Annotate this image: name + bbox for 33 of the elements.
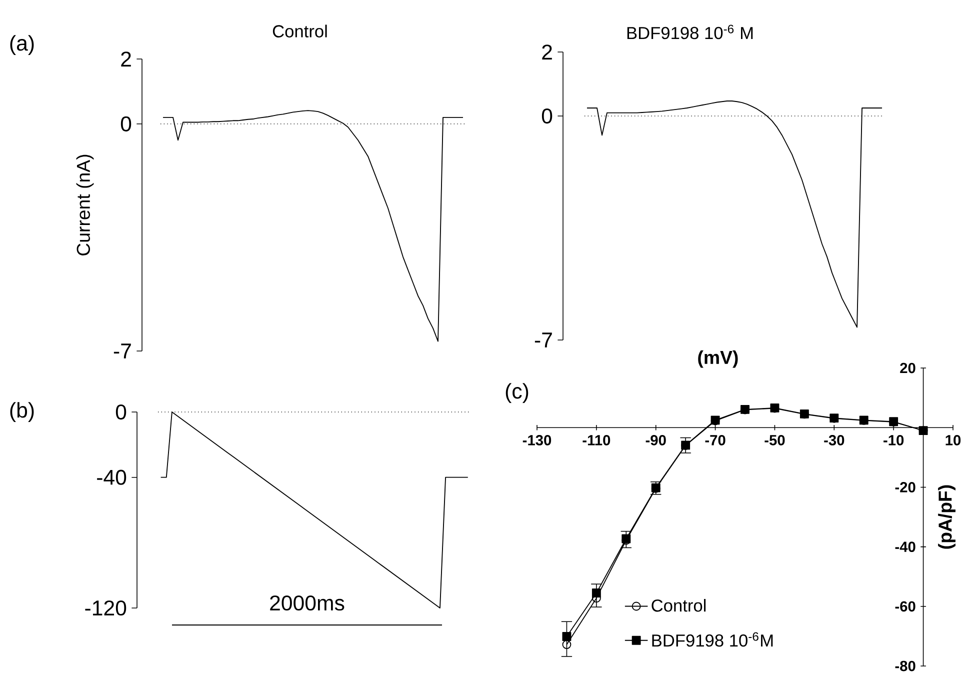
y-tick-label: -40	[895, 542, 916, 552]
y-tick-label: -7	[114, 344, 131, 358]
y-axis-title: Current (nA)	[76, 154, 94, 256]
text: (b)	[10, 402, 34, 422]
text: (c)	[506, 383, 528, 403]
legend-label: BDF9198 10$^{-6}$M	[652, 632, 773, 647]
text: (a)	[10, 35, 34, 55]
y-tick-label: -120	[85, 600, 126, 616]
y-tick-label: 0	[542, 108, 552, 124]
x-tick-label: -10	[884, 435, 904, 446]
legend-label: Control	[652, 598, 706, 612]
x-tick-label: -30	[824, 435, 844, 446]
x-axis-title: (mV)	[698, 350, 738, 368]
x-tick-label: -130	[522, 435, 552, 446]
x-tick-label: -90	[646, 435, 666, 446]
y-tick-label: -60	[895, 601, 916, 612]
y-tick-label: -7	[534, 332, 552, 348]
y-tick-label: -40	[97, 470, 126, 485]
x-tick-label: 10	[946, 435, 961, 446]
chart-title: BDF9198 10$^{-6}$ M	[627, 24, 753, 40]
y-axis-title: (pA/pF)	[938, 485, 956, 549]
x-tick-label: -50	[764, 435, 785, 446]
x-tick-label: -110	[582, 435, 610, 446]
annotation: 2000ms	[270, 595, 344, 611]
x-tick-label: -70	[705, 435, 726, 446]
chart-title: Control	[272, 24, 327, 38]
y-tick-label: 20	[900, 362, 916, 374]
y-tick-label: 0	[120, 116, 132, 132]
y-tick-label: -20	[895, 482, 916, 492]
y-tick-label: 2	[542, 44, 552, 60]
y-tick-label: -80	[895, 660, 916, 672]
y-tick-label: 0	[116, 404, 126, 420]
y-tick-label: 2	[121, 52, 131, 66]
